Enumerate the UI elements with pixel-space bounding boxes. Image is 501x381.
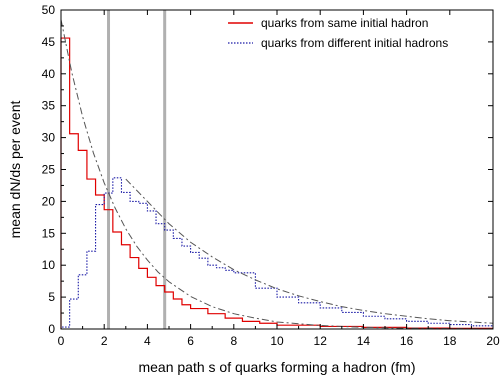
series-different-hadrons-step	[60, 177, 493, 329]
x-tick-label: 16	[400, 334, 414, 348]
x-tick-label: 18	[443, 334, 457, 348]
x-tick-label: 14	[357, 334, 371, 348]
y-tick-label: 15	[42, 226, 56, 240]
x-tick-label: 2	[101, 334, 108, 348]
y-tick-label: 0	[48, 322, 55, 336]
plot-frame	[60, 9, 494, 330]
y-tick-label: 25	[42, 163, 56, 177]
x-tick-label: 10	[270, 334, 284, 348]
x-axis-label: mean path s of quarks forming a hadron (…	[138, 359, 415, 375]
y-tick-label: 50	[42, 3, 56, 17]
axis-ticks: 0 2 4 6 8 10 12 14 16 18 20 0 5 10 15 20 25 30 35 40 45 50	[42, 3, 500, 348]
y-tick-label: 30	[42, 131, 56, 145]
legend-label-different-hadrons: quarks from different initial hadrons	[261, 36, 448, 50]
y-tick-label: 40	[42, 67, 56, 81]
series-same-hadron-step	[60, 37, 493, 329]
legend: quarks from same initial hadron quarks f…	[228, 16, 448, 50]
y-tick-label: 35	[42, 99, 56, 113]
x-tick-label: 8	[230, 334, 237, 348]
y-tick-label: 20	[42, 194, 56, 208]
y-tick-label: 45	[42, 35, 56, 49]
fit-curve	[60, 19, 494, 330]
x-tick-label: 6	[187, 334, 194, 348]
y-tick-label: 5	[48, 290, 55, 304]
x-tick-label: 20	[486, 334, 500, 348]
y-axis-label: mean dN/ds per event	[7, 101, 23, 239]
plot-area	[60, 10, 494, 330]
x-tick-label: 12	[314, 334, 328, 348]
x-tick-label: 4	[144, 334, 151, 348]
y-tick-label: 10	[42, 258, 56, 272]
legend-label-same-hadron: quarks from same initial hadron	[261, 16, 428, 30]
fit-curve	[125, 178, 494, 324]
x-tick-label: 0	[58, 334, 65, 348]
